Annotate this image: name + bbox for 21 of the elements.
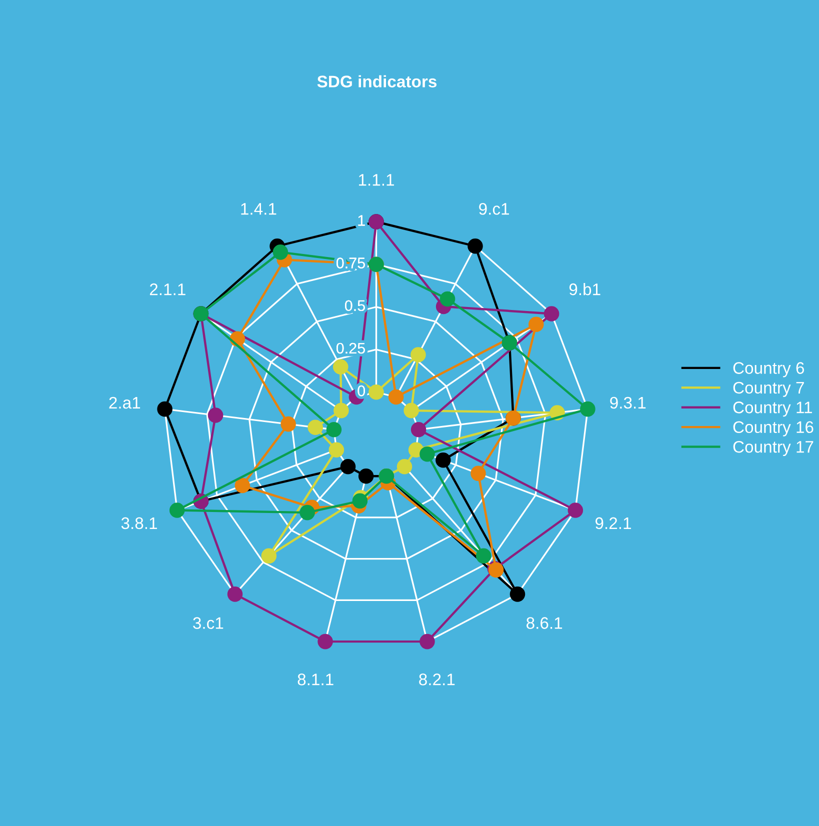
- spoke-label: 3.c1: [193, 617, 224, 629]
- spoke-label: 8.6.1: [526, 617, 562, 629]
- spoke-label: 8.1.1: [298, 674, 334, 686]
- legend-label: Country 16: [733, 421, 814, 436]
- spoke-label: 9.3.1: [610, 396, 646, 409]
- spoke-label: 9.c1: [479, 202, 509, 215]
- spoke-label: 8.2.1: [419, 674, 455, 686]
- spoke-label: 1.4.1: [241, 203, 276, 215]
- legend-label: Country 11: [733, 402, 812, 417]
- y-tick-label: 0.75: [336, 258, 365, 268]
- spoke-label: 9.b1: [569, 282, 600, 296]
- spoke-label: 3.8.1: [121, 517, 157, 530]
- legend-label: Country 7: [733, 382, 804, 397]
- spoke-label: 2.1.1: [150, 283, 186, 296]
- chart-title: SDG indicators: [317, 75, 437, 88]
- y-tick-label: 1: [358, 215, 365, 226]
- legend-label: Country 17: [733, 440, 814, 456]
- spoke-label: 1.1.1: [358, 174, 394, 186]
- legend-label: Country 6: [733, 362, 804, 378]
- spoke-label: 9.2.1: [595, 517, 631, 530]
- spoke-label: 2.a1: [109, 396, 140, 409]
